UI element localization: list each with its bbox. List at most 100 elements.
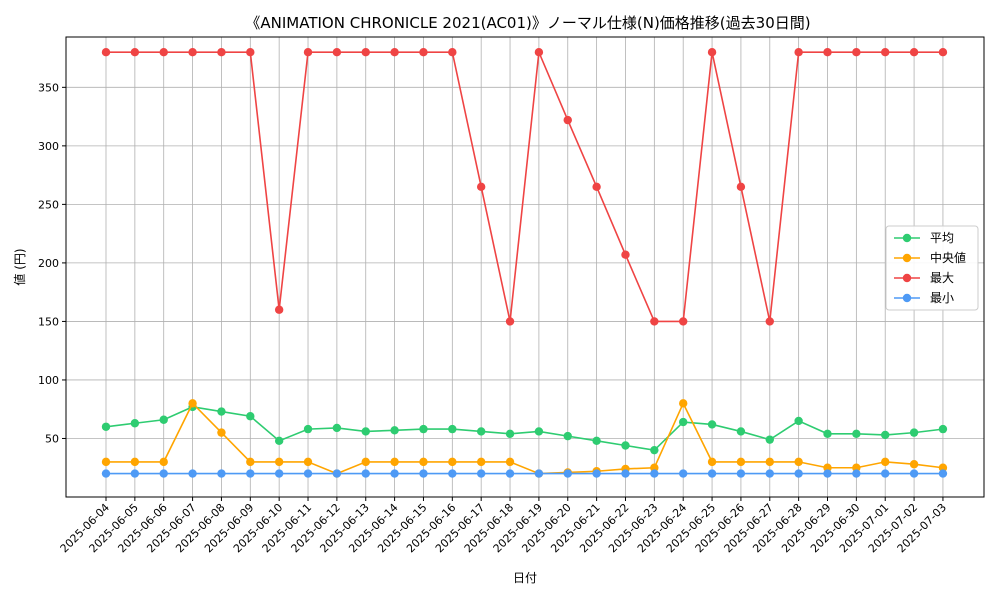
data-point — [188, 469, 197, 478]
data-point — [679, 399, 688, 408]
data-point — [274, 305, 284, 314]
y-tick-label: 300 — [38, 140, 59, 153]
y-tick-label: 350 — [38, 81, 59, 94]
data-point — [736, 469, 746, 478]
data-point — [419, 457, 428, 467]
data-point — [852, 469, 861, 478]
data-point — [707, 469, 717, 478]
data-point — [938, 424, 948, 434]
data-point — [419, 48, 428, 57]
data-point — [188, 48, 197, 57]
data-point — [563, 115, 572, 125]
data-point — [938, 469, 948, 478]
data-point — [650, 445, 659, 455]
y-tick-label: 100 — [38, 374, 59, 387]
legend-marker — [902, 233, 912, 243]
data-point — [679, 417, 688, 427]
data-point — [621, 441, 630, 450]
data-point — [101, 457, 111, 467]
data-point — [534, 427, 544, 436]
data-point — [852, 48, 861, 57]
series-line-2 — [106, 49, 943, 323]
data-point — [823, 429, 832, 438]
data-point — [361, 48, 370, 57]
data-point — [534, 469, 544, 478]
chart-title: 《ANIMATION CHRONICLE 2021(AC01)》ノーマル仕様(N… — [245, 14, 810, 32]
data-point — [332, 48, 342, 57]
data-point — [303, 469, 313, 478]
data-point — [390, 469, 399, 478]
data-point — [159, 415, 168, 424]
legend-box — [885, 225, 979, 311]
y-tick-label: 150 — [38, 315, 59, 328]
data-point — [448, 424, 457, 434]
axes: 2025-06-042025-06-052025-06-062025-06-07… — [38, 81, 949, 555]
plot-frame — [65, 36, 985, 498]
data-point — [707, 457, 717, 467]
data-point — [130, 469, 140, 478]
data-point — [419, 469, 428, 478]
data-point — [823, 469, 832, 478]
legend-marker — [902, 273, 912, 283]
data-point — [650, 469, 659, 478]
data-point — [563, 431, 572, 441]
data-point — [101, 422, 111, 431]
legend-marker — [902, 293, 912, 303]
data-point — [246, 48, 255, 57]
data-point — [823, 463, 832, 472]
data-point — [592, 182, 601, 192]
data-point — [505, 457, 515, 467]
y-axis-label: 値 (円) — [12, 248, 27, 285]
data-point — [217, 407, 226, 416]
data-point — [765, 457, 774, 467]
data-point — [332, 423, 342, 433]
data-point — [476, 182, 486, 192]
data-point — [130, 457, 140, 467]
data-point — [794, 48, 803, 57]
data-point — [852, 429, 861, 438]
data-point — [159, 457, 168, 467]
data-point — [361, 457, 370, 467]
x-axis-label: 日付 — [513, 571, 537, 585]
legend-label: 最小 — [930, 291, 954, 305]
data-point — [274, 436, 284, 446]
data-point — [505, 429, 515, 438]
y-tick-label: 50 — [45, 432, 59, 445]
data-point — [188, 399, 197, 408]
data-point — [361, 469, 370, 478]
data-point — [332, 469, 342, 478]
data-point — [736, 182, 746, 192]
data-point — [303, 48, 313, 57]
data-point — [419, 424, 428, 434]
data-point — [274, 469, 284, 478]
series-layer — [101, 48, 948, 478]
data-point — [130, 48, 140, 57]
data-point — [881, 48, 890, 57]
legend-label: 中央値 — [930, 250, 966, 265]
grid-lines — [66, 37, 984, 497]
data-point — [852, 463, 861, 472]
data-point — [909, 428, 919, 437]
data-point — [476, 457, 486, 467]
data-point — [707, 420, 717, 429]
data-point — [765, 435, 774, 444]
data-point — [159, 48, 168, 57]
data-point — [130, 419, 140, 428]
data-point — [217, 48, 226, 57]
data-point — [592, 469, 601, 478]
data-point — [679, 469, 688, 478]
series-line-1 — [106, 401, 944, 475]
data-point — [707, 48, 717, 57]
legend-label: 最大 — [930, 271, 954, 285]
data-point — [909, 48, 919, 57]
data-point — [476, 427, 486, 436]
data-point — [448, 48, 457, 57]
data-point — [881, 430, 890, 440]
series-line-0 — [105, 406, 944, 452]
y-tick-label: 250 — [38, 198, 59, 211]
data-point — [765, 317, 774, 326]
data-point — [938, 48, 948, 57]
data-point — [650, 463, 659, 472]
